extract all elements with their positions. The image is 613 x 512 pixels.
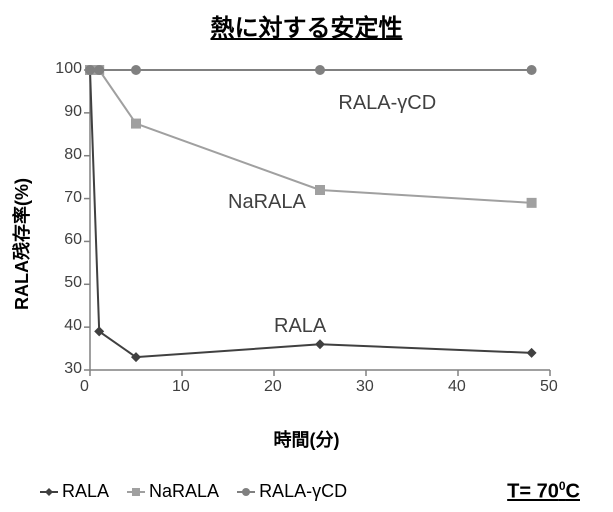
y-tick-label: 70 [64, 189, 82, 207]
y-tick-label: 100 [55, 60, 82, 78]
series-annotation: RALA [274, 315, 326, 338]
temperature-condition: T= 700C [507, 479, 580, 504]
x-tick-label: 50 [540, 378, 558, 396]
series-annotation: RALA-γCD [338, 92, 436, 115]
legend-item-rala: RALA [40, 481, 109, 502]
x-axis-label: 時間(分) [0, 426, 613, 452]
y-tick-label: 50 [64, 274, 82, 292]
x-tick-label: 30 [356, 378, 374, 396]
y-tick-label: 90 [64, 103, 82, 121]
x-tick-label: 10 [172, 378, 190, 396]
circle-icon [237, 483, 255, 501]
legend-item-narala: NaRALA [127, 481, 219, 502]
diamond-icon [40, 483, 58, 501]
x-tick-label: 0 [80, 378, 89, 396]
y-tick-label: 40 [64, 317, 82, 335]
chart-svg [80, 60, 560, 400]
plot-area [80, 60, 560, 400]
legend: RALA NaRALA RALA-γCD T= 700C [40, 479, 580, 504]
x-tick-label: 20 [264, 378, 282, 396]
chart-title: 熱に対する安定性 [0, 0, 613, 43]
x-tick-label: 40 [448, 378, 466, 396]
legend-item-rala-gcd: RALA-γCD [237, 481, 347, 502]
square-icon [127, 483, 145, 501]
legend-label: NaRALA [149, 481, 219, 502]
y-axis-label: RALA残存率(%) [8, 178, 34, 310]
y-tick-label: 30 [64, 360, 82, 378]
y-tick-label: 60 [64, 231, 82, 249]
figure: 熱に対する安定性 RALA残存率(%) 時間(分) RALANaRALARALA… [0, 0, 613, 512]
series-annotation: NaRALA [228, 191, 306, 214]
y-tick-label: 80 [64, 146, 82, 164]
legend-label: RALA-γCD [259, 481, 347, 502]
legend-label: RALA [62, 481, 109, 502]
